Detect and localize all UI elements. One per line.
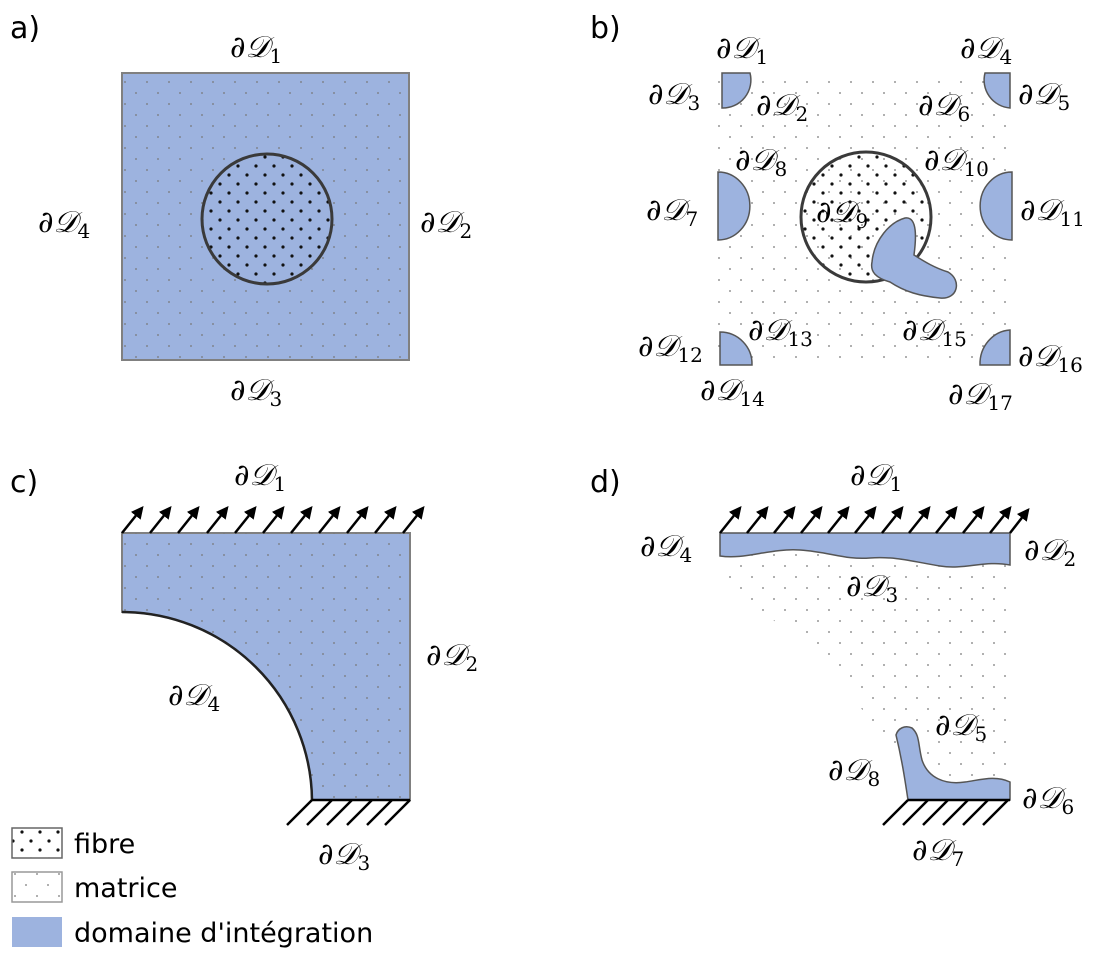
boundary-label: ∂𝒟5: [1018, 77, 1070, 115]
boundary-label: ∂𝒟12: [638, 329, 703, 367]
boundary-label: ∂𝒟17: [948, 377, 1013, 415]
boundary-label: ∂𝒟15: [902, 313, 967, 351]
boundary-label: ∂𝒟3: [318, 837, 370, 875]
boundary-label: ∂𝒟1: [234, 458, 286, 496]
panel-a-label: a): [10, 11, 40, 46]
boundary-label: ∂𝒟1: [850, 458, 902, 496]
boundary-label: ∂𝒟5: [935, 708, 987, 746]
legend-domaine-label: domaine d'intégration: [74, 918, 373, 949]
legend-matrice-label: matrice: [74, 873, 178, 904]
side-domain: [717, 171, 751, 241]
fibre-circle: [200, 152, 334, 286]
fixed-support-hatching: [286, 798, 411, 826]
legend-matrice-swatch: [11, 871, 63, 903]
panel-c: c) ∂𝒟1 ∂𝒟2 ∂𝒟3: [10, 458, 478, 875]
boundary-label: ∂𝒟1: [230, 30, 282, 68]
corner-domain: [979, 329, 1011, 366]
boundary-label: ∂𝒟6: [918, 88, 970, 126]
boundary-label: ∂𝒟8: [735, 143, 787, 181]
legend-domaine-swatch: [12, 917, 62, 947]
traction-arrows: [121, 506, 425, 534]
panel-d: d): [590, 458, 1076, 871]
boundary-label: ∂𝒟14: [700, 373, 765, 411]
top-strip-domain: [719, 532, 1011, 568]
boundary-label: ∂𝒟2: [420, 205, 472, 243]
boundary-label: ∂𝒟2: [1024, 533, 1076, 571]
boundary-label: ∂𝒟6: [1022, 781, 1074, 819]
panel-b: b) ∂𝒟1 ∂𝒟2 ∂𝒟3 ∂𝒟4 ∂𝒟5 ∂𝒟6 ∂𝒟7 ∂𝒟8 ∂𝒟9 ∂…: [590, 11, 1085, 415]
boundary-label: ∂𝒟2: [426, 638, 478, 676]
panel-a: a) ∂𝒟1 ∂𝒟2 ∂𝒟3 ∂𝒟4: [10, 11, 472, 411]
fixed-support-hatching: [882, 798, 1010, 826]
boundary-label: ∂𝒟3: [230, 373, 282, 411]
legend-fibre-label: fibre: [74, 829, 135, 860]
boundary-label: ∂𝒟4: [168, 678, 220, 716]
matrix-dots: [720, 533, 1010, 800]
boundary-label: ∂𝒟13: [748, 313, 813, 351]
boundary-label: ∂𝒟2: [756, 88, 808, 126]
boundary-label: ∂𝒟7: [912, 833, 964, 871]
matrix-dots: [122, 533, 410, 800]
corner-domain: [721, 72, 752, 109]
corner-domain: [983, 72, 1011, 109]
boundary-label: ∂𝒟4: [38, 205, 90, 243]
corner-domain: [719, 331, 753, 366]
boundary-label: ∂𝒟10: [924, 143, 989, 181]
boundary-label: ∂𝒟3: [648, 77, 700, 115]
boundary-label: ∂𝒟7: [646, 193, 698, 231]
boundary-label: ∂𝒟8: [828, 753, 880, 791]
bottom-domain: [895, 726, 1011, 801]
boundary-label: ∂𝒟4: [960, 31, 1012, 69]
traction-arrows: [719, 506, 1030, 534]
panel-d-label: d): [590, 465, 621, 500]
boundary-label: ∂𝒟16: [1018, 339, 1083, 377]
panel-b-label: b): [590, 11, 621, 46]
panel-c-label: c): [10, 465, 38, 500]
legend-fibre-swatch: [11, 827, 63, 859]
boundary-label: ∂𝒟11: [1020, 193, 1085, 231]
crack-domain: [870, 217, 958, 299]
boundary-label: ∂𝒟9: [816, 195, 868, 233]
boundary-label: ∂𝒟3: [846, 569, 898, 607]
legend: fibre matrice domaine d'intégration: [11, 827, 373, 949]
boundary-label: ∂𝒟4: [640, 529, 692, 567]
side-domain: [979, 171, 1013, 241]
boundary-label: ∂𝒟1: [716, 31, 768, 69]
fibre-arc: [121, 610, 314, 801]
